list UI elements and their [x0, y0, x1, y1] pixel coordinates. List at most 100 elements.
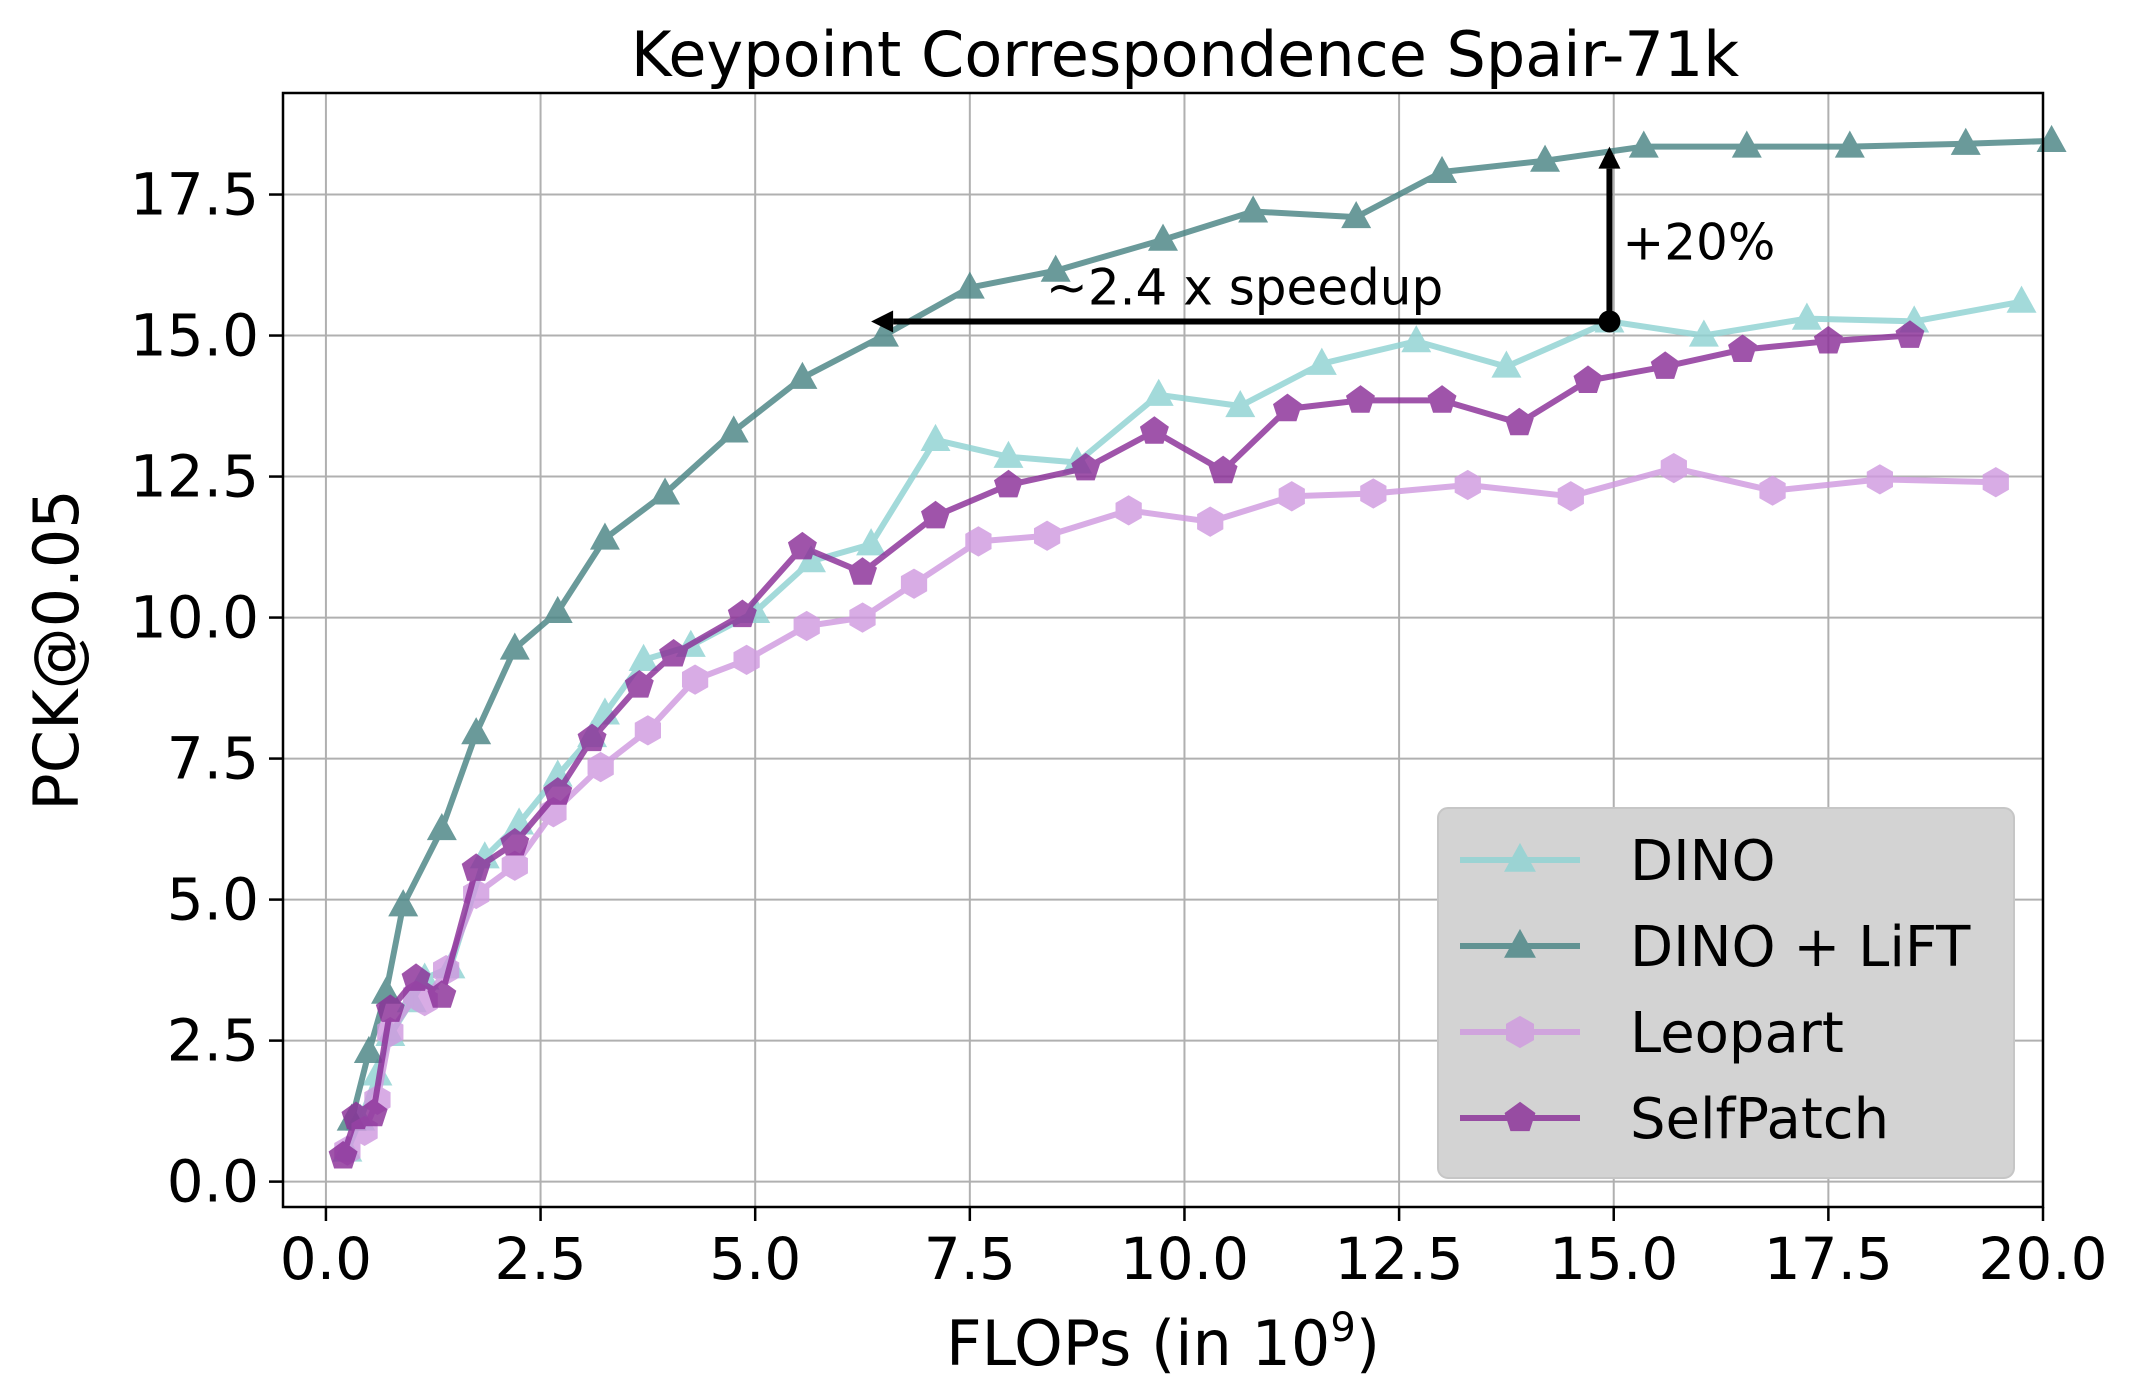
- data-point-selfpatch: [920, 500, 950, 529]
- data-point-selfpatch: [1272, 393, 1302, 422]
- data-point-dino-lift: [868, 319, 899, 347]
- data-point-dino-lift: [1427, 155, 1458, 184]
- data-point-selfpatch: [1813, 325, 1843, 354]
- data-point-dino-lift: [1731, 130, 1762, 158]
- legend-swatch: [1460, 842, 1580, 872]
- data-point-dino: [1791, 302, 1822, 330]
- data-point-dino-lift: [1148, 223, 1178, 251]
- data-point-dino-lift: [718, 415, 749, 443]
- data-point-dino-lift: [461, 717, 492, 745]
- data-point-leopart: [1115, 495, 1142, 526]
- data-point-leopart: [1557, 481, 1584, 512]
- y-tick-label: 0.0: [167, 1148, 259, 1216]
- data-point-leopart: [681, 664, 709, 695]
- data-point-selfpatch: [401, 963, 431, 991]
- legend-marker: [1504, 1101, 1536, 1132]
- arrow-origin-dot: [1598, 310, 1621, 333]
- data-point-dino-lift: [353, 1035, 384, 1063]
- data-point-dino: [1143, 378, 1174, 406]
- series-leopart: [334, 452, 2009, 1166]
- x-tick-label: 17.5: [1764, 1225, 1893, 1293]
- data-point-dino-lift: [1834, 130, 1865, 158]
- data-point-dino-lift: [650, 477, 681, 505]
- data-point-leopart: [1278, 481, 1305, 512]
- legend-marker: [1506, 1015, 1534, 1049]
- data-point-dino-lift: [1950, 127, 1981, 155]
- series-selfpatch: [328, 320, 1925, 1169]
- data-point-leopart: [1982, 467, 2009, 498]
- x-axis-title-close: ): [1356, 1307, 1380, 1380]
- data-point-selfpatch: [1728, 334, 1758, 362]
- x-tick-label: 15.0: [1549, 1225, 1678, 1293]
- data-point-selfpatch: [461, 853, 491, 881]
- legend-label: SelfPatch: [1630, 1087, 1889, 1152]
- data-point-selfpatch: [1573, 365, 1603, 393]
- y-tick-label: 2.5: [167, 1007, 259, 1075]
- x-tick-label: 12.5: [1335, 1225, 1464, 1293]
- data-point-leopart: [1360, 478, 1387, 509]
- x-axis-title: FLOPs (in 109): [946, 1305, 1380, 1380]
- legend-entry-dino-lift: DINO + LiFT: [1460, 915, 1971, 980]
- data-point-leopart: [1866, 464, 1894, 495]
- y-tick-label: 17.5: [130, 161, 259, 229]
- y-tick-label: 7.5: [167, 725, 259, 793]
- data-point-dino: [1225, 389, 1256, 418]
- data-point-selfpatch: [1427, 385, 1457, 413]
- data-point-selfpatch: [1650, 351, 1680, 379]
- x-tick-label: 2.5: [494, 1225, 586, 1293]
- x-tick-label: 5.0: [709, 1225, 801, 1293]
- data-point-leopart: [634, 715, 662, 746]
- data-point-leopart: [900, 568, 928, 599]
- data-point-selfpatch: [500, 827, 530, 856]
- data-point-dino: [920, 423, 951, 451]
- y-axis-title: PCK@0.05: [20, 489, 93, 810]
- data-point-dino-lift: [1628, 130, 1659, 158]
- data-point-dino-lift: [589, 522, 620, 550]
- legend-box: [1437, 807, 2015, 1179]
- data-point-leopart: [1033, 520, 1061, 551]
- legend-entry-leopart: Leopart: [1460, 1001, 1844, 1066]
- data-point-selfpatch: [787, 531, 817, 560]
- y-tick-label: 5.0: [167, 866, 259, 934]
- data-point-dino: [1491, 350, 1522, 378]
- data-point-leopart: [587, 751, 614, 783]
- annotation-layer: ~2.4 x speedup +20%: [871, 146, 1775, 333]
- data-point-dino: [1306, 347, 1337, 375]
- legend-label: Leopart: [1630, 1001, 1844, 1066]
- x-tick-label: 7.5: [924, 1225, 1016, 1293]
- data-point-selfpatch: [1895, 320, 1925, 348]
- grid: [283, 93, 2044, 1207]
- data-point-leopart: [1197, 506, 1224, 537]
- data-point-leopart: [1759, 475, 1786, 506]
- data-point-leopart: [965, 526, 992, 557]
- y-tick-label: 12.5: [130, 443, 259, 511]
- data-point-selfpatch: [1139, 416, 1169, 444]
- data-point-leopart: [1660, 452, 1687, 484]
- data-point-dino-lift: [787, 361, 818, 389]
- data-point-dino: [1401, 325, 1432, 353]
- data-point-leopart: [849, 602, 876, 633]
- data-point-selfpatch: [328, 1140, 358, 1169]
- data-point-selfpatch: [1345, 385, 1375, 413]
- series-dino-lift: [336, 124, 2067, 1131]
- data-point-dino-lift: [1040, 254, 1071, 282]
- legend-marker: [1504, 928, 1536, 958]
- data-point-dino-lift: [954, 271, 985, 299]
- y-tick-label: 10.0: [130, 584, 259, 652]
- data-point-dino: [628, 643, 659, 671]
- series-layer: [328, 124, 2067, 1169]
- legend-entry-dino: DINO: [1460, 829, 1776, 894]
- legend-swatch: [1460, 928, 1580, 958]
- data-point-dino: [2006, 285, 2037, 313]
- data-point-dino-lift: [542, 595, 573, 624]
- speedup-arrow-head: [871, 310, 894, 333]
- gain-arrow-head: [1598, 146, 1621, 169]
- legend-marker: [1504, 842, 1536, 872]
- data-point-selfpatch: [727, 599, 757, 628]
- data-point-selfpatch: [358, 1098, 388, 1127]
- data-point-dino: [1688, 319, 1719, 347]
- data-point-leopart: [501, 850, 528, 881]
- data-point-selfpatch: [993, 469, 1023, 498]
- data-point-selfpatch: [1504, 407, 1534, 436]
- legend: DINO DINO + LiFT Leopart SelfPatch: [1437, 807, 2015, 1179]
